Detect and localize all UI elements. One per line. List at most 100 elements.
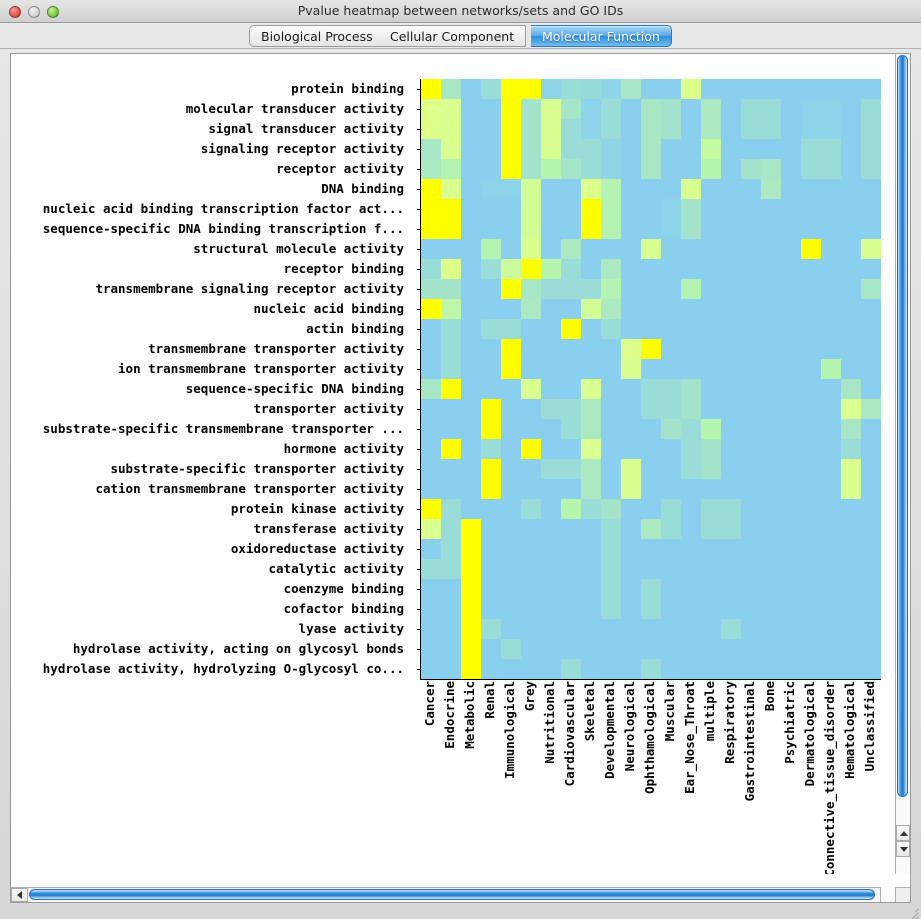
heatmap-cell[interactable] [561,519,581,539]
heatmap-cell[interactable] [521,339,541,359]
heatmap-cell[interactable] [701,79,721,99]
heatmap-cell[interactable] [841,339,861,359]
heatmap-cell[interactable] [421,539,441,559]
heatmap-cell[interactable] [681,619,701,639]
heatmap-cell[interactable] [481,659,501,679]
tab-molecular-function[interactable]: Molecular Function [531,25,672,47]
heatmap-cell[interactable] [641,119,661,139]
heatmap-cell[interactable] [621,219,641,239]
heatmap-cell[interactable] [661,219,681,239]
heatmap-cell[interactable] [841,399,861,419]
heatmap-cell[interactable] [761,319,781,339]
vertical-scrollbar[interactable] [895,54,910,874]
heatmap-cell[interactable] [561,339,581,359]
heatmap-cell[interactable] [421,279,441,299]
heatmap-cell[interactable] [861,259,881,279]
heatmap-cell[interactable] [441,539,461,559]
heatmap-cell[interactable] [801,419,821,439]
heatmap-cell[interactable] [781,239,801,259]
heatmap-cell[interactable] [441,159,461,179]
heatmap-cell[interactable] [541,179,561,199]
heatmap-cell[interactable] [501,319,521,339]
heatmap-cell[interactable] [441,479,461,499]
heatmap-cell[interactable] [721,379,741,399]
heatmap-cell[interactable] [801,379,821,399]
heatmap-cell[interactable] [761,239,781,259]
heatmap-cell[interactable] [561,239,581,259]
heatmap-cell[interactable] [681,239,701,259]
heatmap-cell[interactable] [541,159,561,179]
heatmap-cell[interactable] [481,99,501,119]
heatmap-cell[interactable] [721,659,741,679]
heatmap-cell[interactable] [461,299,481,319]
heatmap-cell[interactable] [601,219,621,239]
heatmap-cell[interactable] [461,159,481,179]
heatmap-cell[interactable] [741,539,761,559]
heatmap-cell[interactable] [521,459,541,479]
heatmap-cell[interactable] [801,79,821,99]
heatmap-cell[interactable] [441,99,461,119]
heatmap-cell[interactable] [761,639,781,659]
heatmap-cell[interactable] [421,639,441,659]
heatmap-cell[interactable] [541,359,561,379]
heatmap-cell[interactable] [821,639,841,659]
heatmap-cell[interactable] [781,79,801,99]
heatmap-cell[interactable] [541,339,561,359]
heatmap-cell[interactable] [601,579,621,599]
heatmap-cell[interactable] [521,619,541,639]
heatmap-cell[interactable] [641,539,661,559]
heatmap-cell[interactable] [641,359,661,379]
heatmap-cell[interactable] [461,179,481,199]
heatmap-cell[interactable] [461,479,481,499]
heatmap-cell[interactable] [541,199,561,219]
heatmap-cell[interactable] [621,439,641,459]
heatmap-cell[interactable] [721,579,741,599]
heatmap-cell[interactable] [661,199,681,219]
heatmap-cell[interactable] [821,199,841,219]
heatmap-cell[interactable] [781,179,801,199]
heatmap-cell[interactable] [721,639,741,659]
heatmap-cell[interactable] [541,99,561,119]
heatmap-cell[interactable] [661,439,681,459]
heatmap-cell[interactable] [521,79,541,99]
heatmap-cell[interactable] [561,199,581,219]
heatmap-cell[interactable] [861,219,881,239]
heatmap-cell[interactable] [621,359,641,379]
heatmap-cell[interactable] [581,299,601,319]
heatmap-cell[interactable] [701,339,721,359]
heatmap-cell[interactable] [641,339,661,359]
heatmap-cell[interactable] [761,259,781,279]
heatmap-cell[interactable] [801,659,821,679]
heatmap-cell[interactable] [581,239,601,259]
heatmap-cell[interactable] [821,299,841,319]
heatmap-cell[interactable] [841,579,861,599]
heatmap-cell[interactable] [501,659,521,679]
heatmap-cell[interactable] [681,379,701,399]
heatmap-cell[interactable] [821,659,841,679]
heatmap-cell[interactable] [661,239,681,259]
heatmap-cell[interactable] [801,299,821,319]
heatmap-cell[interactable] [561,539,581,559]
heatmap-cell[interactable] [421,599,441,619]
heatmap-cell[interactable] [721,159,741,179]
heatmap-cell[interactable] [481,179,501,199]
heatmap-cell[interactable] [681,599,701,619]
heatmap-cell[interactable] [781,659,801,679]
heatmap-cell[interactable] [721,519,741,539]
heatmap-cell[interactable] [521,299,541,319]
heatmap-cell[interactable] [501,599,521,619]
heatmap-cell[interactable] [561,399,581,419]
heatmap-cell[interactable] [701,639,721,659]
heatmap-cell[interactable] [561,299,581,319]
heatmap-cell[interactable] [681,639,701,659]
heatmap-cell[interactable] [701,119,721,139]
heatmap-cell[interactable] [481,579,501,599]
heatmap-cell[interactable] [521,239,541,259]
heatmap-cell[interactable] [841,139,861,159]
heatmap-cell[interactable] [581,439,601,459]
heatmap-cell[interactable] [661,79,681,99]
heatmap-cell[interactable] [581,319,601,339]
heatmap-cell[interactable] [761,459,781,479]
heatmap-cell[interactable] [441,79,461,99]
heatmap-cell[interactable] [561,419,581,439]
